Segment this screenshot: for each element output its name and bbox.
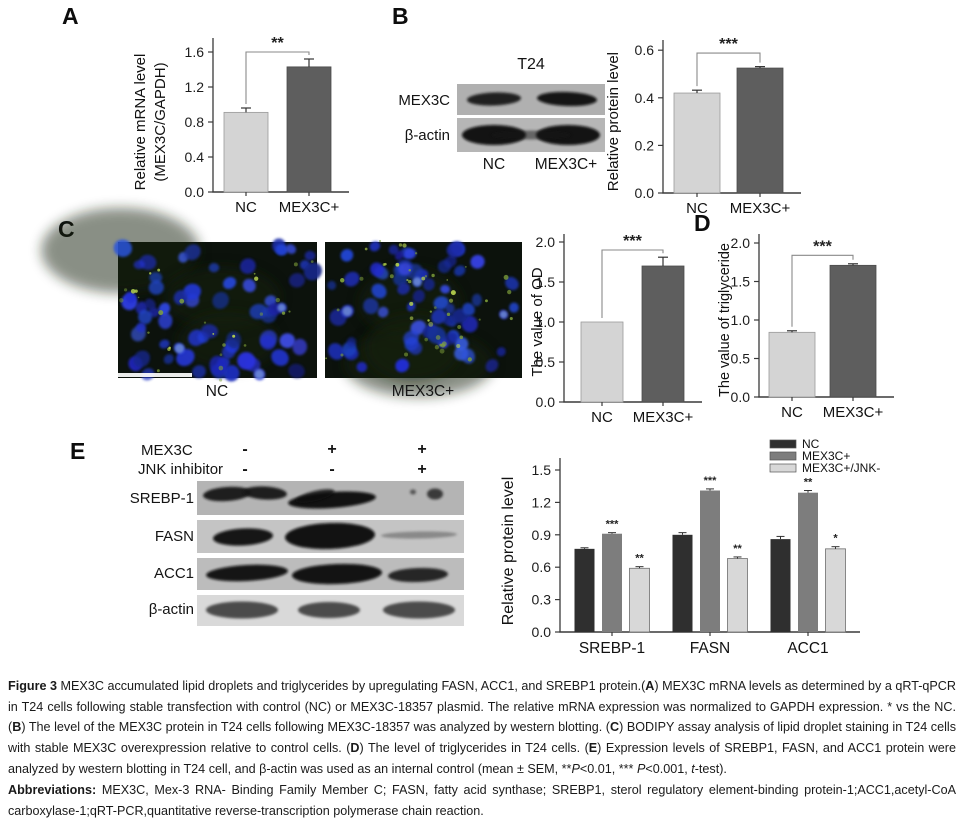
svg-text:**: ** bbox=[804, 477, 813, 489]
svg-text:The value of triglyceride: The value of triglyceride bbox=[717, 243, 733, 397]
panel-e-label: E bbox=[70, 438, 86, 464]
svg-text:0.0: 0.0 bbox=[536, 394, 556, 410]
panel-b-blot-row-bactin: β-actin bbox=[404, 127, 450, 144]
panel-e-cond-sym: - bbox=[329, 461, 335, 478]
panel-e-cond-sym: + bbox=[327, 441, 337, 458]
svg-text:1.2: 1.2 bbox=[532, 494, 552, 510]
panel-c-image-label-nc: NC bbox=[205, 383, 229, 400]
svg-text:MEX3C+: MEX3C+ bbox=[730, 200, 791, 217]
svg-text:1.6: 1.6 bbox=[185, 44, 205, 60]
svg-text:(MEX3C/GAPDH): (MEX3C/GAPDH) bbox=[152, 62, 169, 181]
svg-text:**: ** bbox=[271, 35, 284, 52]
svg-text:NC: NC bbox=[802, 437, 820, 451]
panel-e-cond-jnk-label: JNK inhibitor bbox=[138, 461, 224, 478]
svg-text:0.8: 0.8 bbox=[185, 114, 205, 130]
panel-b-lane-mex3c: MEX3C+ bbox=[534, 156, 598, 173]
svg-text:MEX3C+: MEX3C+ bbox=[802, 449, 850, 463]
panel-b-bar-chart: 0.0 0.2 0.4 0.6 NC MEX3C+ *** Relative protein … bbox=[605, 36, 801, 217]
svg-text:1.5: 1.5 bbox=[536, 274, 556, 290]
svg-text:0.0: 0.0 bbox=[532, 624, 552, 640]
svg-text:0.5: 0.5 bbox=[536, 354, 556, 370]
svg-text:***: *** bbox=[719, 36, 738, 53]
svg-text:***: *** bbox=[606, 519, 620, 531]
svg-text:SREBP-1: SREBP-1 bbox=[579, 640, 645, 657]
panel-e-cond-sym: + bbox=[417, 461, 427, 478]
svg-text:*: * bbox=[833, 533, 838, 545]
svg-text:**: ** bbox=[635, 553, 644, 565]
panel-b-lane-nc: NC bbox=[482, 156, 506, 173]
svg-text:NC: NC bbox=[686, 200, 708, 217]
svg-text:The value of OD: The value of OD bbox=[529, 267, 546, 376]
svg-text:0.4: 0.4 bbox=[635, 90, 655, 106]
svg-text:MEX3C+: MEX3C+ bbox=[279, 199, 340, 216]
svg-text:MEX3C+: MEX3C+ bbox=[823, 404, 884, 421]
svg-text:***: *** bbox=[623, 233, 642, 250]
svg-text:0.4: 0.4 bbox=[185, 149, 205, 165]
svg-text:1.0: 1.0 bbox=[731, 312, 751, 328]
svg-text:1.0: 1.0 bbox=[536, 314, 556, 330]
svg-text:**: ** bbox=[733, 543, 742, 555]
svg-text:0.5: 0.5 bbox=[731, 351, 751, 367]
svg-text:1.5: 1.5 bbox=[532, 462, 552, 478]
svg-text:NC: NC bbox=[235, 199, 257, 216]
figure-caption-text: Figure 3 MEX3C accumulated lipid droplet… bbox=[8, 679, 956, 776]
svg-text:Relative mRNA level: Relative mRNA level bbox=[132, 54, 149, 191]
svg-text:MEX3C+: MEX3C+ bbox=[633, 409, 694, 426]
panel-e-blot-row-acc1: ACC1 bbox=[153, 565, 194, 582]
svg-text:2.0: 2.0 bbox=[536, 234, 556, 250]
svg-text:0.6: 0.6 bbox=[532, 559, 552, 575]
svg-text:Relative protein level: Relative protein level bbox=[500, 477, 517, 626]
svg-text:2.0: 2.0 bbox=[731, 235, 751, 251]
panel-e-blot-row-fasn: FASN bbox=[154, 528, 194, 545]
svg-text:1.5: 1.5 bbox=[731, 274, 751, 290]
svg-text:***: *** bbox=[704, 475, 718, 487]
panel-b-blot-row-mex3c: MEX3C bbox=[398, 92, 450, 109]
svg-text:NC: NC bbox=[781, 404, 803, 421]
svg-text:0.3: 0.3 bbox=[532, 592, 552, 608]
panel-e-blot-row-srebp1: SREBP-1 bbox=[129, 490, 194, 507]
panel-e-cond-sym: - bbox=[242, 461, 248, 478]
panel-d-bar-chart: 0.0 0.5 1.0 1.5 2.0 NC MEX3C+ *** The value of t… bbox=[717, 234, 894, 421]
figure-abbreviations: Abbreviations: MEX3C, Mex-3 RNA- Binding… bbox=[8, 783, 957, 818]
svg-text:0.0: 0.0 bbox=[185, 184, 205, 200]
panel-e-cond-sym: - bbox=[242, 441, 248, 458]
panel-e-blot-row-bactin: β-actin bbox=[148, 601, 194, 618]
svg-text:MEX3C+/JNK-: MEX3C+/JNK- bbox=[802, 461, 880, 475]
panel-e-western-blot bbox=[197, 481, 464, 626]
svg-text:0.9: 0.9 bbox=[532, 527, 552, 543]
figure-caption: Figure 3 MEX3C accumulated lipid droplet… bbox=[8, 676, 956, 822]
panel-a-label: A bbox=[62, 3, 79, 29]
panel-e-cond-sym: + bbox=[417, 441, 427, 458]
panel-c-image-label-mex3c: MEX3C+ bbox=[391, 383, 455, 400]
svg-text:FASN: FASN bbox=[690, 640, 730, 657]
svg-text:0.2: 0.2 bbox=[635, 137, 655, 153]
svg-text:ACC1: ACC1 bbox=[787, 640, 828, 657]
svg-text:***: *** bbox=[813, 238, 832, 255]
panel-c-microscopy-nc bbox=[41, 207, 322, 382]
panel-a-bar-chart: 0.0 0.4 0.8 1.2 1.6 NC MEX3C+ ** Relative mRNA l… bbox=[132, 35, 349, 216]
svg-text:0.0: 0.0 bbox=[635, 185, 655, 201]
svg-text:0.0: 0.0 bbox=[731, 389, 751, 405]
panel-d-label: D bbox=[694, 210, 711, 236]
panel-e-grouped-bar-chart: 0.00.30.60.91.21.5*****SREBP-1*****FASN*… bbox=[500, 437, 880, 657]
svg-text:Relative protein level: Relative protein level bbox=[605, 52, 622, 191]
svg-text:0.6: 0.6 bbox=[635, 42, 655, 58]
panel-b-western-blot bbox=[457, 84, 605, 152]
svg-text:1.2: 1.2 bbox=[185, 79, 205, 95]
panel-b-label: B bbox=[392, 3, 409, 29]
svg-text:NC: NC bbox=[591, 409, 613, 426]
panel-c-bar-chart: 0.0 0.5 1.0 1.5 2.0 NC MEX3C+ *** The value of O… bbox=[529, 233, 702, 426]
panel-c-microscopy-mex3c bbox=[325, 239, 522, 397]
panel-b-blot-title: T24 bbox=[517, 56, 545, 73]
panel-e-cond-mex3c-label: MEX3C bbox=[141, 442, 193, 459]
